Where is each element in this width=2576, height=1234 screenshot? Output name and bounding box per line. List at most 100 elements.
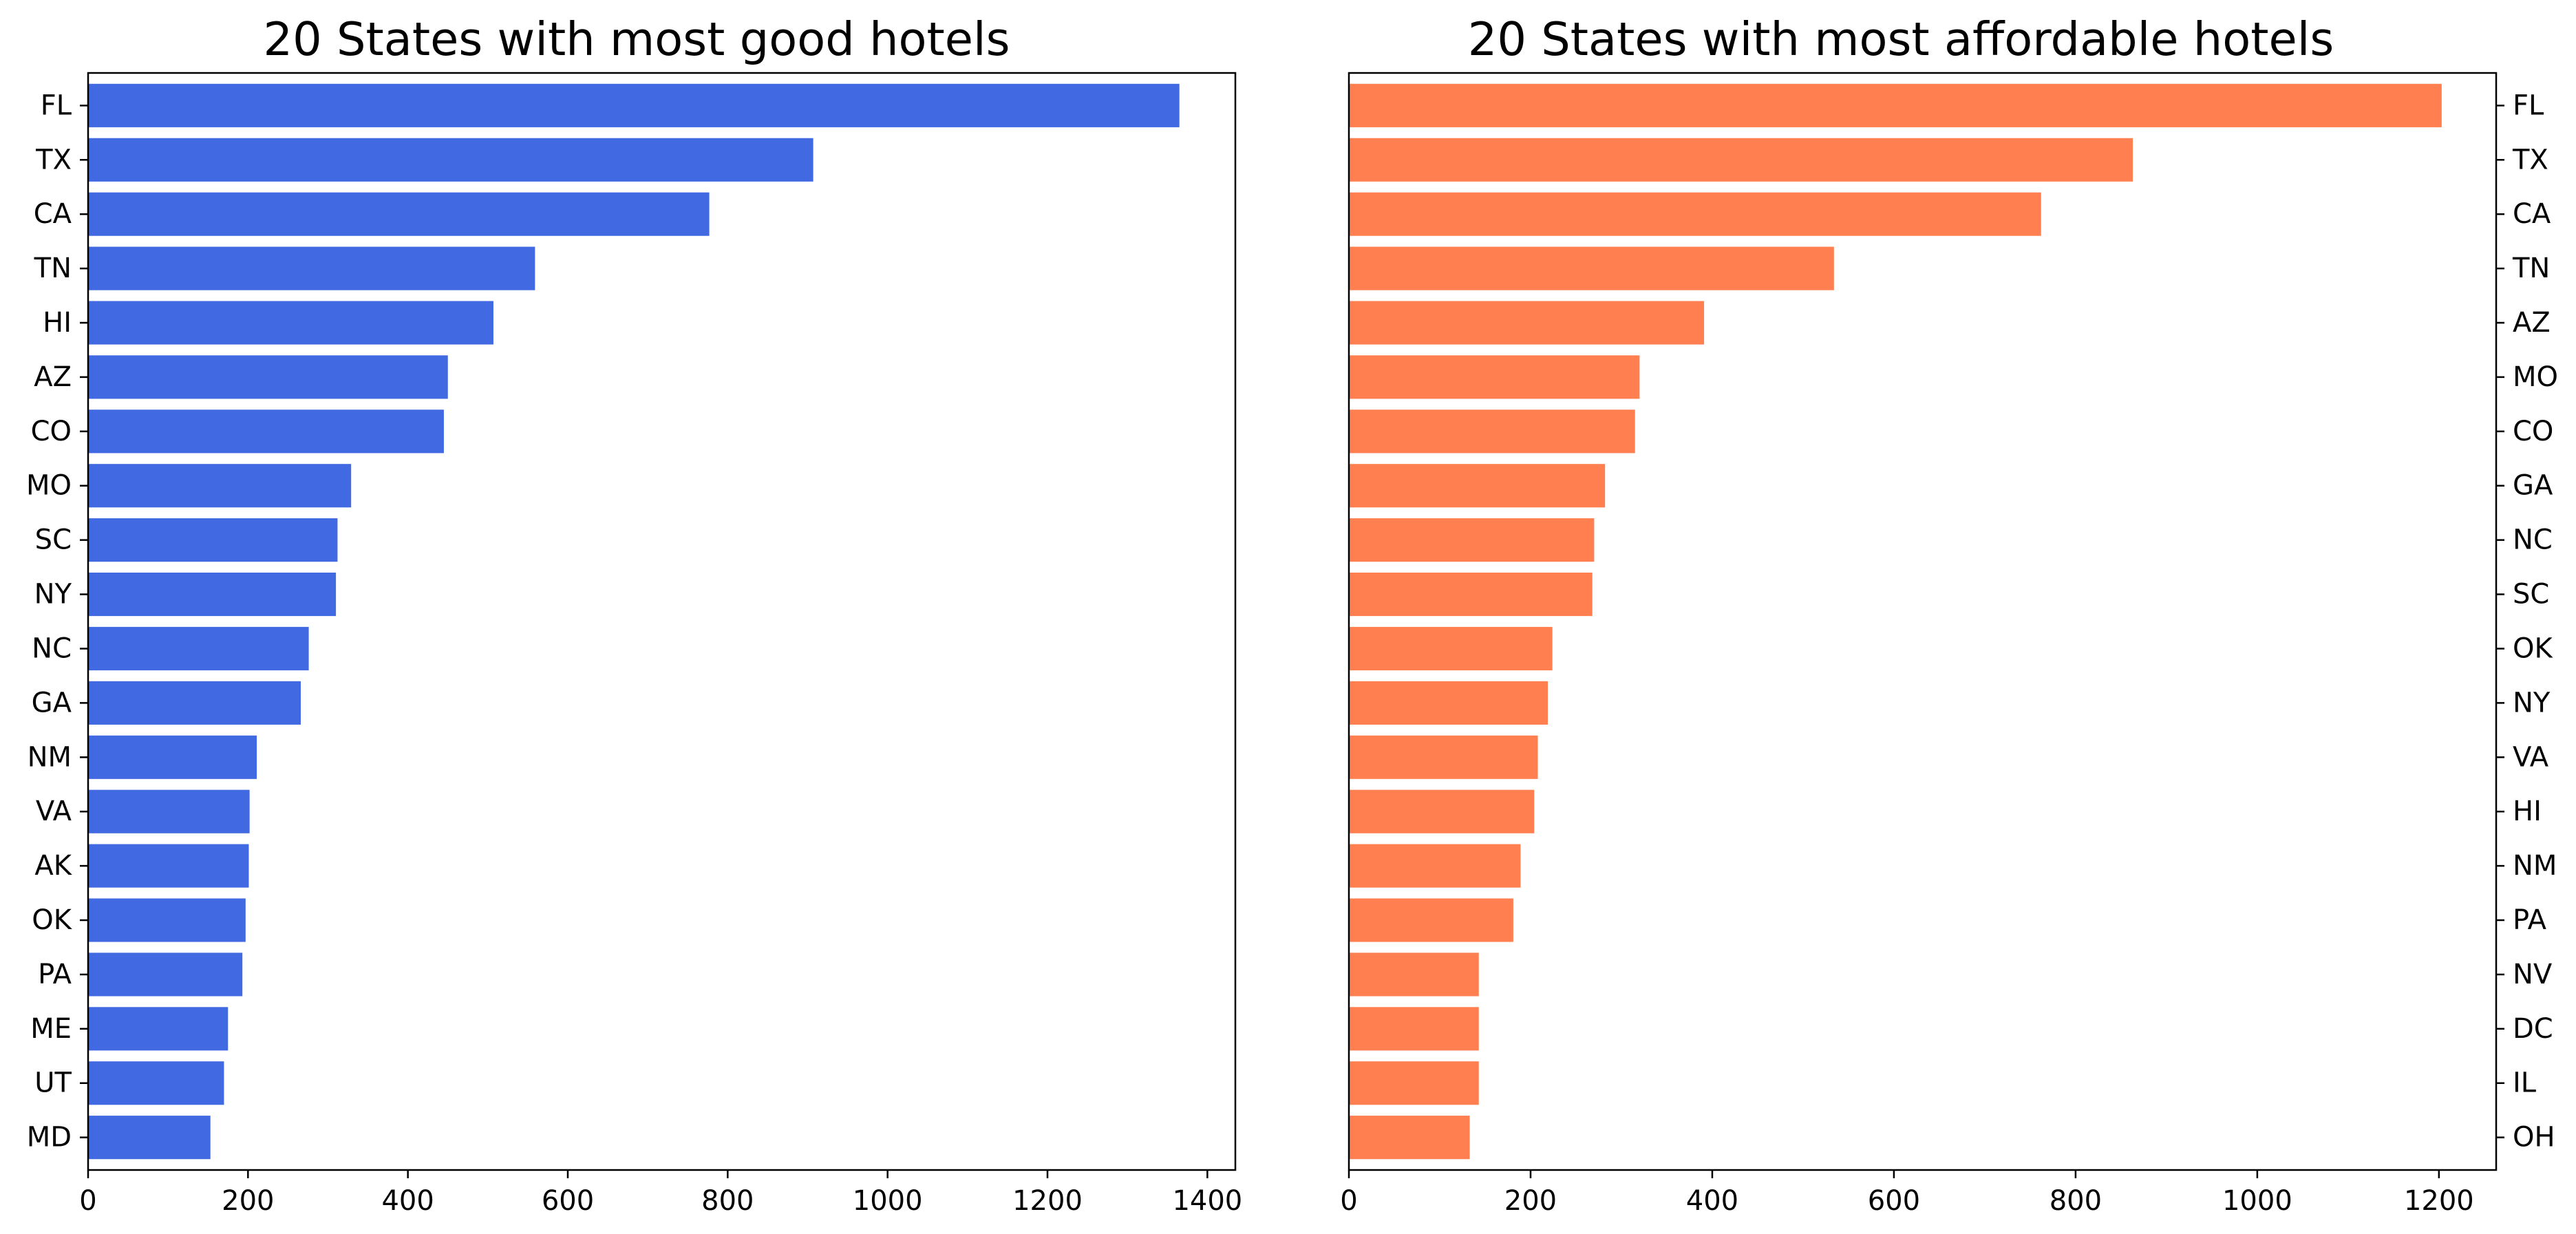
y-tick-label: HI <box>2513 796 2542 827</box>
bar-ca <box>88 192 710 236</box>
chart-title-affordable-hotels: 20 States with most affordable hotels <box>1468 12 2334 66</box>
x-tick-label: 400 <box>381 1185 434 1217</box>
y-tick-label: UT <box>34 1067 72 1099</box>
bar-fl <box>1349 83 2442 127</box>
y-tick-label: AK <box>34 850 72 882</box>
bar-dc <box>1349 1007 1479 1051</box>
bar-nc <box>88 626 309 671</box>
y-tick-label: GA <box>2513 470 2553 502</box>
bar-ny <box>88 572 337 617</box>
bar-pa <box>1349 898 1513 942</box>
bar-hi <box>88 301 493 345</box>
y-tick-label: PA <box>2513 904 2547 936</box>
bar-ak <box>88 844 249 888</box>
bar-ut <box>88 1061 224 1105</box>
y-tick-label: CO <box>2513 416 2553 447</box>
y-tick-label: TN <box>2512 253 2550 284</box>
bar-nv <box>1349 953 1479 997</box>
y-tick-label: TX <box>2512 144 2548 175</box>
bar-az <box>1349 301 1705 345</box>
y-tick-label: OK <box>2513 632 2553 664</box>
bar-tx <box>1349 138 2133 182</box>
y-tick-label: GA <box>32 687 72 719</box>
y-tick-label: TN <box>34 253 72 284</box>
bar-nm <box>88 735 257 779</box>
bar-co <box>88 409 444 454</box>
y-tick-label: NM <box>28 741 72 773</box>
x-tick-label: 600 <box>1868 1185 1920 1217</box>
chart-affordable-hotels: 20 States with most affordable hotels FL… <box>1340 12 2558 1217</box>
y-tick-label: HI <box>43 307 72 339</box>
bar-co <box>1349 409 1635 454</box>
y-tick-label: FL <box>41 89 72 121</box>
chart-title-good-hotels: 20 States with most good hotels <box>263 12 1010 66</box>
bar-va <box>1349 735 1538 779</box>
y-tick-label: CO <box>31 416 72 447</box>
bar-va <box>88 789 250 833</box>
y-tick-label: CA <box>34 198 72 230</box>
y-tick-label: MO <box>26 470 72 502</box>
bar-tx <box>88 138 813 182</box>
x-tick-label: 1000 <box>2222 1185 2292 1217</box>
bar-ok <box>88 898 246 942</box>
x-tick-label: 400 <box>1686 1185 1738 1217</box>
y-tick-label: VA <box>36 796 72 827</box>
y-tick-label: MD <box>27 1122 72 1153</box>
y-tick-label: SC <box>35 524 72 556</box>
y-tick-label: NC <box>32 632 72 664</box>
bar-ny <box>1349 681 1548 725</box>
y-tick-label: VA <box>2513 741 2549 773</box>
bar-mo <box>88 464 352 508</box>
y-tick-label: DC <box>2513 1013 2553 1045</box>
bar-nc <box>1349 518 1595 562</box>
x-tick-label: 200 <box>1504 1185 1557 1217</box>
axes-frame <box>87 72 1237 1171</box>
y-tick-label: CA <box>2513 198 2551 230</box>
bar-sc <box>1349 572 1593 617</box>
bar-az <box>88 355 448 399</box>
y-tick-label: PA <box>38 959 72 990</box>
x-tick-label: 1000 <box>853 1185 923 1217</box>
bar-ga <box>88 681 301 725</box>
x-tick-label: 1400 <box>1172 1185 1242 1217</box>
bar-ga <box>1349 464 1606 508</box>
y-tick-label: NY <box>34 579 72 610</box>
bar-ok <box>1349 626 1553 671</box>
y-tick-label: NM <box>2513 850 2557 882</box>
x-tick-label: 1200 <box>2404 1185 2474 1217</box>
y-tick-label: NY <box>2513 687 2551 719</box>
bar-hi <box>1349 789 1535 833</box>
bar-tn <box>1349 246 1834 290</box>
axes-frame <box>1348 72 2498 1171</box>
x-tick-label: 0 <box>79 1185 96 1217</box>
y-tick-label: SC <box>2513 579 2549 610</box>
y-tick-label: ME <box>30 1013 72 1045</box>
bar-sc <box>88 518 338 562</box>
bar-mo <box>1349 355 1640 399</box>
x-tick-label: 800 <box>2050 1185 2102 1217</box>
x-tick-label: 0 <box>1340 1185 1357 1217</box>
x-tick-label: 800 <box>701 1185 754 1217</box>
x-tick-label: 200 <box>222 1185 274 1217</box>
y-tick-label: NC <box>2513 524 2553 556</box>
y-tick-label: MO <box>2513 361 2558 393</box>
chart-good-hotels: 20 States with most good hotels FL TX CA TN… <box>26 12 1242 1217</box>
bar-ca <box>1349 192 2041 236</box>
x-tick-label: 1200 <box>1012 1185 1083 1217</box>
y-tick-label: NV <box>2513 959 2553 990</box>
y-tick-label: IL <box>2513 1067 2537 1099</box>
bar-nm <box>1349 844 1521 888</box>
bar-tn <box>88 246 535 290</box>
bar-il <box>1349 1061 1479 1105</box>
y-tick-label: AZ <box>2513 307 2551 339</box>
bar-pa <box>88 953 243 997</box>
y-tick-label: AZ <box>34 361 72 393</box>
y-tick-label: OK <box>32 904 72 936</box>
y-tick-label: OH <box>2513 1122 2555 1153</box>
bar-fl <box>88 83 1180 127</box>
y-tick-label: FL <box>2513 89 2544 121</box>
y-tick-label: TX <box>35 144 72 175</box>
bar-oh <box>1349 1116 1470 1160</box>
x-tick-label: 600 <box>542 1185 594 1217</box>
